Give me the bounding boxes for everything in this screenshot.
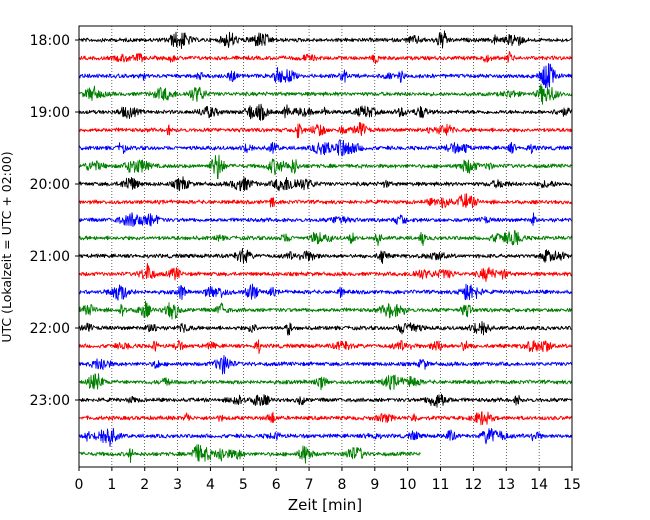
trace-row-2100 (78, 248, 573, 264)
trace-row-2315 (78, 411, 573, 426)
x-axis-label: Zeit [min] (288, 496, 362, 514)
trace-row-2245 (78, 373, 573, 391)
x-tick-label: 12 (464, 477, 482, 493)
x-tick-label: 9 (370, 477, 379, 493)
x-axis-ticks: 0 1 2 3 4 5 6 7 8 9 10 11 12 13 14 15 (75, 467, 581, 493)
x-tick-label: 14 (530, 477, 548, 493)
trace-row-2030 (78, 212, 573, 228)
trace-row-2215 (78, 339, 573, 354)
trace-row-1915 (78, 121, 573, 139)
x-tick-label: 1 (107, 477, 116, 493)
trace-row-2300 (78, 393, 573, 408)
trace-row-2330 (78, 428, 573, 447)
x-tick-label: 2 (140, 477, 149, 493)
trace-row-2345 (78, 444, 421, 464)
x-tick-label: 10 (399, 477, 417, 493)
trace-row-1945 (78, 154, 573, 180)
trace-row-1900 (78, 103, 573, 121)
x-tick-label: 8 (337, 477, 346, 493)
trace-row-2015 (78, 193, 573, 209)
x-tick-label: 15 (563, 477, 581, 493)
trace-row-2115 (78, 262, 573, 282)
trace-row-1930 (78, 139, 573, 157)
seismic-traces (78, 30, 573, 464)
x-tick-label: 13 (497, 477, 515, 493)
trace-row-2200 (78, 320, 573, 336)
trace-row-1845 (78, 83, 573, 105)
trace-row-2000 (78, 176, 573, 192)
trace-row-1800 (78, 30, 573, 50)
plot-frame (78, 25, 573, 468)
x-tick-label: 5 (239, 477, 248, 493)
x-tick-label: 11 (432, 477, 450, 493)
x-tick-label: 7 (305, 477, 314, 493)
trace-row-1815 (78, 50, 573, 65)
trace-row-2130 (78, 283, 573, 301)
y-axis-label: UTC (Lokalzeit = UTC + 02:00) (0, 151, 14, 342)
trace-row-1830 (78, 63, 573, 89)
y-tick-label: 21:00 (30, 249, 70, 265)
trace-row-2145 (78, 300, 573, 320)
y-tick-label: 22:00 (30, 321, 70, 337)
y-tick-label: 23:00 (30, 393, 70, 409)
trace-row-2045 (78, 230, 573, 247)
x-tick-label: 4 (206, 477, 215, 493)
x-tick-label: 3 (173, 477, 182, 493)
x-tick-label: 0 (75, 477, 84, 493)
y-tick-label: 20:00 (30, 177, 70, 193)
x-tick-label: 6 (272, 477, 281, 493)
y-tick-label: 18:00 (30, 33, 70, 49)
trace-row-2230 (78, 355, 573, 375)
y-axis-ticks: 18:00 19:00 20:00 21:00 22:00 23:00 (30, 33, 79, 409)
y-tick-label: 19:00 (30, 105, 70, 121)
